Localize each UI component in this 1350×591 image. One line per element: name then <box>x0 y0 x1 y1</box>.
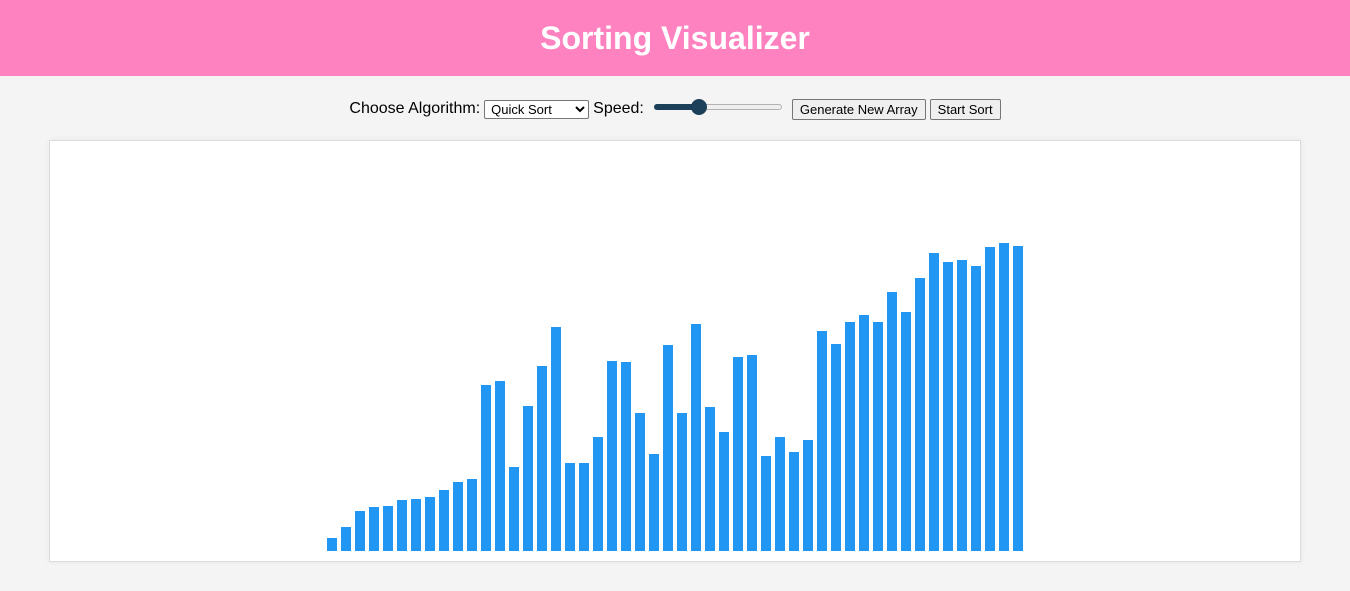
bar-container <box>49 140 1301 562</box>
bar-30 <box>747 355 757 551</box>
bar-38 <box>859 315 869 551</box>
bar-0 <box>327 538 337 551</box>
bar-28 <box>719 432 729 551</box>
bar-23 <box>649 454 659 551</box>
bar-37 <box>845 322 855 551</box>
bar-45 <box>957 260 967 551</box>
bar-13 <box>509 467 519 551</box>
bar-21 <box>621 362 631 551</box>
bar-49 <box>1013 246 1023 551</box>
bar-17 <box>565 463 575 551</box>
algorithm-label: Choose Algorithm: <box>349 100 481 117</box>
bar-46 <box>971 266 981 551</box>
bar-27 <box>705 407 715 551</box>
bars-chart <box>327 243 1023 551</box>
bar-42 <box>915 278 925 551</box>
bar-44 <box>943 262 953 551</box>
bar-19 <box>593 437 603 551</box>
controls-bar: Choose Algorithm: Quick Sort Speed: Gene… <box>0 76 1350 142</box>
bar-18 <box>579 463 589 551</box>
bar-33 <box>789 452 799 551</box>
bar-10 <box>467 479 477 551</box>
bar-32 <box>775 437 785 551</box>
bar-36 <box>831 344 841 551</box>
bar-6 <box>411 499 421 551</box>
bar-14 <box>523 406 533 551</box>
algorithm-select[interactable]: Quick Sort <box>484 99 590 119</box>
bar-47 <box>985 247 995 551</box>
bar-39 <box>873 322 883 551</box>
app-header: Sorting Visualizer <box>0 0 1350 76</box>
bar-15 <box>537 366 547 551</box>
bar-7 <box>425 497 435 551</box>
bar-16 <box>551 327 561 551</box>
bar-22 <box>635 413 645 551</box>
speed-label: Speed: <box>593 100 644 117</box>
bar-2 <box>355 511 365 551</box>
speed-slider-fill <box>653 104 699 110</box>
speed-slider-thumb[interactable] <box>690 99 707 115</box>
bar-43 <box>929 253 939 551</box>
bar-24 <box>663 345 673 551</box>
bar-25 <box>677 413 687 551</box>
page-title: Sorting Visualizer <box>540 19 810 56</box>
start-sort-button[interactable]: Start Sort <box>929 98 1001 120</box>
bar-8 <box>439 490 449 551</box>
bar-26 <box>691 324 701 551</box>
bar-12 <box>495 381 505 551</box>
bar-1 <box>341 527 351 551</box>
bar-31 <box>761 456 771 551</box>
bar-11 <box>481 385 491 551</box>
bar-3 <box>369 507 379 551</box>
bar-20 <box>607 361 617 551</box>
generate-array-button[interactable]: Generate New Array <box>791 98 926 120</box>
bar-35 <box>817 331 827 551</box>
bar-40 <box>887 292 897 551</box>
bar-41 <box>901 312 911 551</box>
bar-29 <box>733 357 743 551</box>
bar-9 <box>453 482 463 551</box>
bar-4 <box>383 506 393 551</box>
bar-34 <box>803 440 813 551</box>
bar-48 <box>999 243 1009 551</box>
bar-5 <box>397 500 407 551</box>
speed-slider[interactable] <box>653 99 782 115</box>
